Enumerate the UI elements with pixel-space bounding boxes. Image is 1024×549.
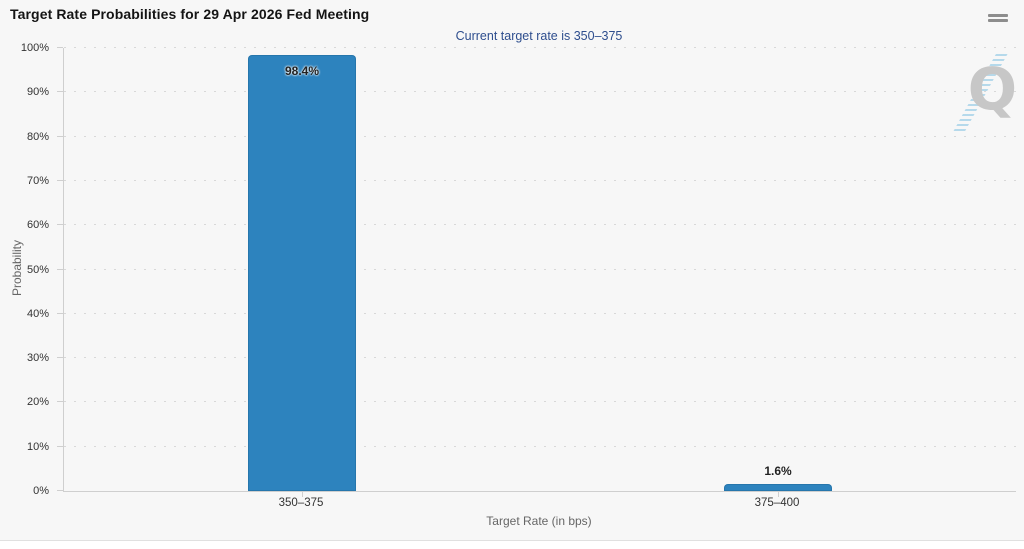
y-axis-tick — [57, 47, 63, 48]
gridline — [64, 401, 1016, 403]
x-axis-tick-label: 375–400 — [754, 497, 800, 509]
bar-value-label: 98.4% — [284, 64, 320, 79]
plot-area: 98.4% 1.6% — [57, 47, 1016, 497]
gridline — [64, 268, 1016, 270]
category-slot: 98.4% — [64, 48, 540, 497]
y-axis-tick — [57, 268, 63, 270]
probability-bar[interactable] — [724, 483, 832, 491]
y-axis-tick — [57, 401, 63, 403]
y-axis-tick — [57, 179, 63, 181]
y-axis-tick — [57, 135, 63, 137]
y-axis-tick — [57, 224, 63, 226]
gridline — [64, 179, 1016, 181]
y-axis-tick-label: 90% — [26, 86, 49, 99]
gridline — [64, 135, 1016, 137]
y-axis-tick-label: 0% — [33, 485, 49, 497]
chart-title: Target Rate Probabilities for 29 Apr 202… — [10, 6, 370, 22]
hamburger-icon — [988, 14, 1008, 22]
gridline — [64, 312, 1016, 314]
bar-value-label: 1.6% — [764, 463, 792, 478]
y-axis-tick-label: 20% — [26, 396, 49, 409]
y-axis-tick-label: 70% — [26, 174, 49, 187]
y-axis-tick-label: 100% — [20, 42, 49, 54]
gridline — [64, 357, 1016, 359]
probability-bar[interactable] — [248, 55, 356, 491]
y-axis-tick-label: 60% — [26, 219, 49, 232]
x-axis-tick — [302, 492, 303, 497]
chart-export-menu-button[interactable] — [985, 7, 1011, 29]
y-axis-tick-label: 40% — [26, 307, 49, 320]
y-axis-tick — [57, 445, 63, 447]
x-axis-tick — [778, 492, 779, 497]
y-axis-tick — [57, 490, 63, 491]
x-axis-title: Target Rate (in bps) — [486, 514, 592, 528]
chart-subtitle: Current target rate is 350–375 — [455, 29, 623, 43]
y-axis-tick — [57, 312, 63, 314]
x-axis-tick-label: 350–375 — [278, 497, 324, 509]
y-axis-labels: 0% 10% 20% 30% 40% 50% 60% 70% 80% 90% 100% — [0, 42, 56, 497]
gridline — [64, 224, 1016, 226]
y-axis-tick-label: 80% — [26, 130, 49, 143]
gridline — [64, 91, 1016, 93]
gridline — [64, 445, 1016, 447]
y-axis-tick-label: 30% — [26, 352, 49, 365]
y-axis-tick-label: 10% — [26, 440, 49, 453]
x-axis-labels: 350–375 375–400 — [63, 497, 1015, 513]
gridline — [64, 47, 1016, 48]
y-axis-tick — [57, 91, 63, 93]
y-axis-tick-label: 50% — [26, 263, 49, 276]
y-axis-tick — [57, 357, 63, 359]
category-slot: 1.6% — [540, 48, 1016, 497]
